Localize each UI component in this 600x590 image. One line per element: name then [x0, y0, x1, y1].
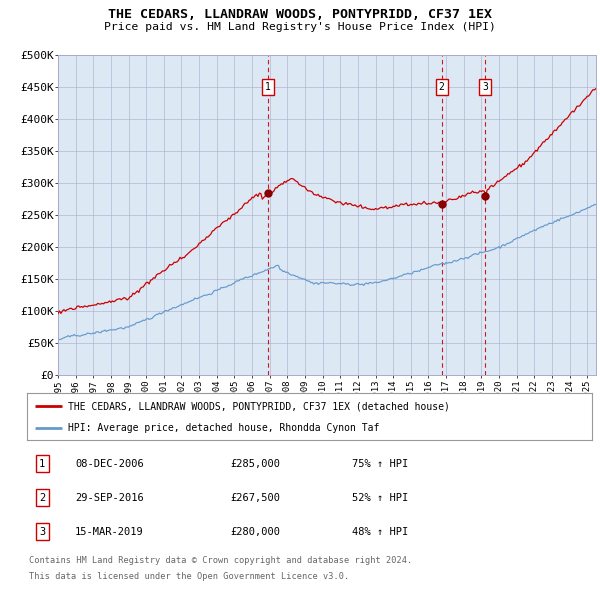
Text: 3: 3: [39, 526, 46, 536]
Text: 2: 2: [39, 493, 46, 503]
Text: 15-MAR-2019: 15-MAR-2019: [75, 526, 144, 536]
Text: 2: 2: [439, 82, 445, 92]
Text: 52% ↑ HPI: 52% ↑ HPI: [352, 493, 408, 503]
Text: 3: 3: [482, 82, 488, 92]
Text: 1: 1: [39, 458, 46, 468]
Text: THE CEDARS, LLANDRAW WOODS, PONTYPRIDD, CF37 1EX: THE CEDARS, LLANDRAW WOODS, PONTYPRIDD, …: [108, 8, 492, 21]
Text: £285,000: £285,000: [230, 458, 280, 468]
Text: 29-SEP-2016: 29-SEP-2016: [75, 493, 144, 503]
Text: 75% ↑ HPI: 75% ↑ HPI: [352, 458, 408, 468]
Text: 1: 1: [265, 82, 271, 92]
Text: THE CEDARS, LLANDRAW WOODS, PONTYPRIDD, CF37 1EX (detached house): THE CEDARS, LLANDRAW WOODS, PONTYPRIDD, …: [68, 401, 449, 411]
Text: Price paid vs. HM Land Registry's House Price Index (HPI): Price paid vs. HM Land Registry's House …: [104, 22, 496, 32]
Text: HPI: Average price, detached house, Rhondda Cynon Taf: HPI: Average price, detached house, Rhon…: [68, 423, 379, 433]
Text: 08-DEC-2006: 08-DEC-2006: [75, 458, 144, 468]
Text: This data is licensed under the Open Government Licence v3.0.: This data is licensed under the Open Gov…: [29, 572, 349, 581]
Text: 48% ↑ HPI: 48% ↑ HPI: [352, 526, 408, 536]
Text: £267,500: £267,500: [230, 493, 280, 503]
Text: £280,000: £280,000: [230, 526, 280, 536]
Text: Contains HM Land Registry data © Crown copyright and database right 2024.: Contains HM Land Registry data © Crown c…: [29, 556, 412, 565]
